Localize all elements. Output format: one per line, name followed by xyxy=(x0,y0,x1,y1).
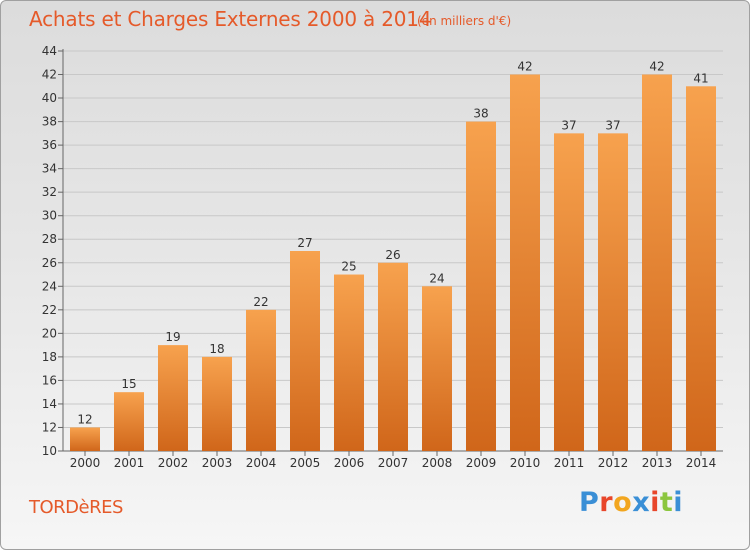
data-label: 15 xyxy=(121,377,136,391)
data-label: 37 xyxy=(561,118,576,132)
bar xyxy=(466,121,496,452)
proxiti-logo: Proxiti xyxy=(579,487,683,518)
y-tick-label: 40 xyxy=(42,91,57,105)
x-tick-label: 2014 xyxy=(686,456,717,470)
data-label: 19 xyxy=(165,330,180,344)
data-label: 42 xyxy=(649,60,664,74)
y-tick-labels: 10 12 14 16 18 20 22 24 26 28 30 32 34 36 38 40 42 44 xyxy=(42,44,57,458)
logo-letter: i xyxy=(650,487,660,518)
x-tick-label: 2011 xyxy=(554,456,585,470)
y-tick-label: 24 xyxy=(42,279,57,293)
bar xyxy=(686,86,716,451)
bar xyxy=(378,262,408,451)
data-label: 22 xyxy=(253,295,268,309)
bar xyxy=(158,345,188,451)
data-label: 26 xyxy=(385,248,400,262)
logo-letter: P xyxy=(579,487,600,518)
x-tick-label: 2009 xyxy=(466,456,497,470)
bar xyxy=(70,427,100,451)
x-tick-label: 2003 xyxy=(202,456,233,470)
x-tick-label: 2000 xyxy=(70,456,101,470)
y-tick-label: 34 xyxy=(42,162,57,176)
x-tick-label: 2004 xyxy=(246,456,277,470)
data-label: 41 xyxy=(693,71,708,85)
y-tick-label: 18 xyxy=(42,350,57,364)
y-tick-label: 20 xyxy=(42,326,57,340)
y-tick-label: 14 xyxy=(42,397,57,411)
bars xyxy=(70,74,716,452)
x-tick-label: 2002 xyxy=(158,456,189,470)
bar xyxy=(554,133,584,451)
x-tick-labels: 2000 2001 2002 2003 2004 2005 2006 2007 2008 2009… xyxy=(70,456,717,470)
x-tick-label: 2005 xyxy=(290,456,321,470)
bar xyxy=(334,274,364,451)
y-tick-label: 32 xyxy=(42,185,57,199)
bar xyxy=(642,74,672,451)
x-tick-label: 2010 xyxy=(510,456,541,470)
bar xyxy=(290,251,320,451)
logo-letter: i xyxy=(673,487,684,518)
x-tick-label: 2012 xyxy=(598,456,629,470)
x-tick-label: 2001 xyxy=(114,456,145,470)
y-tick-label: 10 xyxy=(42,444,57,458)
y-tick-label: 38 xyxy=(42,115,57,129)
data-label: 38 xyxy=(473,107,488,121)
chart-subtitle: (en milliers d'€) xyxy=(417,14,512,28)
y-tick-label: 28 xyxy=(42,232,57,246)
logo-letter: x xyxy=(632,487,651,518)
y-tick-label: 26 xyxy=(42,256,57,270)
logo-letter: t xyxy=(659,487,674,518)
data-labels: 12 15 19 18 22 27 25 26 24 38 42 37 37 42 41 xyxy=(77,60,708,427)
bar xyxy=(114,392,144,451)
x-tick-label: 2007 xyxy=(378,456,409,470)
logo-letter: r xyxy=(599,487,614,518)
data-label: 27 xyxy=(297,236,312,250)
y-tick-label: 22 xyxy=(42,303,57,317)
logo-letter: o xyxy=(613,487,633,518)
data-label: 37 xyxy=(605,118,620,132)
y-tick-label: 30 xyxy=(42,209,57,223)
data-label: 18 xyxy=(209,342,224,356)
commune-name: TORDèRES xyxy=(29,497,123,518)
data-label: 25 xyxy=(341,260,356,274)
x-tick-label: 2008 xyxy=(422,456,453,470)
bar xyxy=(510,74,540,451)
x-tick-label: 2006 xyxy=(334,456,365,470)
bar xyxy=(202,356,232,451)
x-tick-label: 2013 xyxy=(642,456,673,470)
y-tick-label: 44 xyxy=(42,44,57,58)
data-label: 42 xyxy=(517,60,532,74)
data-label: 24 xyxy=(429,271,444,285)
bar xyxy=(598,133,628,451)
chart-title: Achats et Charges Externes 2000 à 2014 xyxy=(29,7,432,31)
data-label: 12 xyxy=(77,412,92,426)
y-tick-label: 36 xyxy=(42,138,57,152)
bar xyxy=(422,286,452,451)
y-tick-label: 42 xyxy=(42,68,57,82)
bar xyxy=(246,309,276,451)
y-tick-label: 12 xyxy=(42,420,57,434)
y-tick-label: 16 xyxy=(42,373,57,387)
